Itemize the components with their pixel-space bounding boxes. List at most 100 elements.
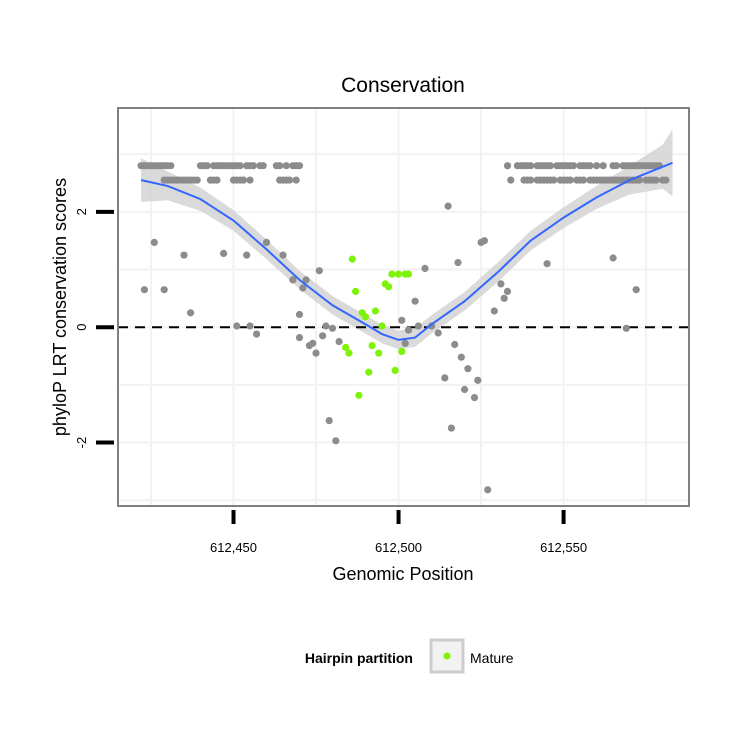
data-point-other xyxy=(262,238,271,246)
panel-border xyxy=(117,107,690,507)
data-point-other xyxy=(503,287,512,295)
data-point-other xyxy=(414,322,422,330)
data-point-other xyxy=(451,340,459,349)
data-point-other xyxy=(187,309,195,317)
data-point-other xyxy=(434,329,442,337)
data-point-other xyxy=(243,251,251,259)
data-point-other xyxy=(289,276,297,284)
data-point-other xyxy=(180,251,188,259)
data-point-mature xyxy=(352,287,360,295)
data-point-other xyxy=(609,254,617,262)
data-point-other xyxy=(193,176,201,184)
data-point-other xyxy=(444,202,452,210)
data-point-other xyxy=(398,316,406,324)
data-point-other xyxy=(213,176,221,184)
data-point-other xyxy=(457,353,465,361)
data-point-other xyxy=(401,339,409,347)
y-axis-title: phyloP LRT conservation scores xyxy=(50,178,70,436)
data-point-other xyxy=(480,237,488,245)
data-point-other xyxy=(474,376,482,384)
data-point-other xyxy=(246,322,254,330)
data-point-other xyxy=(325,417,333,425)
data-point-other xyxy=(332,437,340,445)
data-point-other xyxy=(295,162,304,170)
data-point-other xyxy=(309,339,317,347)
data-point-other xyxy=(484,486,492,494)
data-point-mature xyxy=(345,349,353,357)
legend-mature-swatch xyxy=(443,652,451,660)
data-point-other xyxy=(527,162,535,170)
data-point-other xyxy=(312,349,320,357)
data-point-other xyxy=(249,162,257,170)
data-point-other xyxy=(328,324,337,332)
data-point-other xyxy=(246,176,254,184)
data-point-other xyxy=(612,162,621,170)
data-point-other xyxy=(586,162,594,170)
data-point-other xyxy=(527,176,535,184)
data-point-mature xyxy=(378,322,386,330)
data-point-other xyxy=(236,162,244,170)
x-tick-label: 612,500 xyxy=(375,540,422,555)
x-tick-label: 612,450 xyxy=(210,540,257,555)
x-tick-label: 612,550 xyxy=(540,540,587,555)
data-point-other xyxy=(239,176,247,184)
data-point-other xyxy=(404,326,413,334)
data-point-other xyxy=(441,374,449,382)
data-point-other xyxy=(507,176,515,184)
data-point-other xyxy=(569,162,578,170)
data-point-other xyxy=(632,286,640,294)
data-point-other xyxy=(599,162,607,170)
data-points xyxy=(137,162,670,494)
data-point-other xyxy=(550,176,558,184)
data-point-mature xyxy=(391,366,399,374)
data-point-other xyxy=(319,332,327,340)
data-point-other xyxy=(295,334,304,342)
data-point-other xyxy=(322,322,330,330)
data-point-mature xyxy=(368,342,376,350)
data-point-other xyxy=(447,424,455,432)
data-point-other xyxy=(497,280,505,288)
data-point-other xyxy=(461,385,469,394)
data-point-other xyxy=(259,162,267,170)
data-point-mature xyxy=(375,349,383,357)
data-point-other xyxy=(652,176,660,184)
legend: Hairpin partition Mature xyxy=(305,638,514,674)
data-point-other xyxy=(622,324,630,332)
confidence-band xyxy=(141,129,673,350)
chart-title: Conservation xyxy=(341,74,465,97)
data-point-other xyxy=(160,286,168,294)
legend-key xyxy=(429,638,465,674)
data-point-other xyxy=(635,176,644,184)
data-point-other xyxy=(546,162,555,170)
data-point-mature xyxy=(371,307,379,315)
data-point-other xyxy=(543,260,551,268)
data-point-other xyxy=(593,162,601,170)
data-point-mature xyxy=(385,283,393,291)
y-tick-label: 0 xyxy=(74,324,89,331)
data-point-other xyxy=(233,322,241,330)
data-point-mature xyxy=(388,270,396,278)
smooth-trend-line xyxy=(140,161,673,341)
data-point-mature xyxy=(361,313,370,321)
data-point-other xyxy=(335,338,343,346)
data-point-other xyxy=(295,310,304,319)
data-point-other xyxy=(302,276,310,284)
data-point-other xyxy=(286,176,294,184)
data-point-mature xyxy=(365,368,373,376)
data-point-mature xyxy=(398,347,406,355)
data-point-other xyxy=(279,251,287,259)
data-point-other xyxy=(411,297,419,305)
data-point-other xyxy=(579,176,588,184)
data-point-mature xyxy=(348,255,356,263)
data-point-other xyxy=(500,294,508,302)
grid-lines xyxy=(118,108,689,506)
data-point-other xyxy=(503,162,512,170)
data-point-other xyxy=(220,249,228,257)
legend-label-mature: Mature xyxy=(470,650,514,666)
data-point-other xyxy=(292,176,300,184)
data-point-other xyxy=(253,330,261,338)
data-point-other xyxy=(203,162,211,170)
axes: 612,450 612,500 612,550 -2 0 2 xyxy=(74,208,587,555)
y-tick-label: 2 xyxy=(74,208,89,215)
data-point-mature xyxy=(404,270,413,278)
